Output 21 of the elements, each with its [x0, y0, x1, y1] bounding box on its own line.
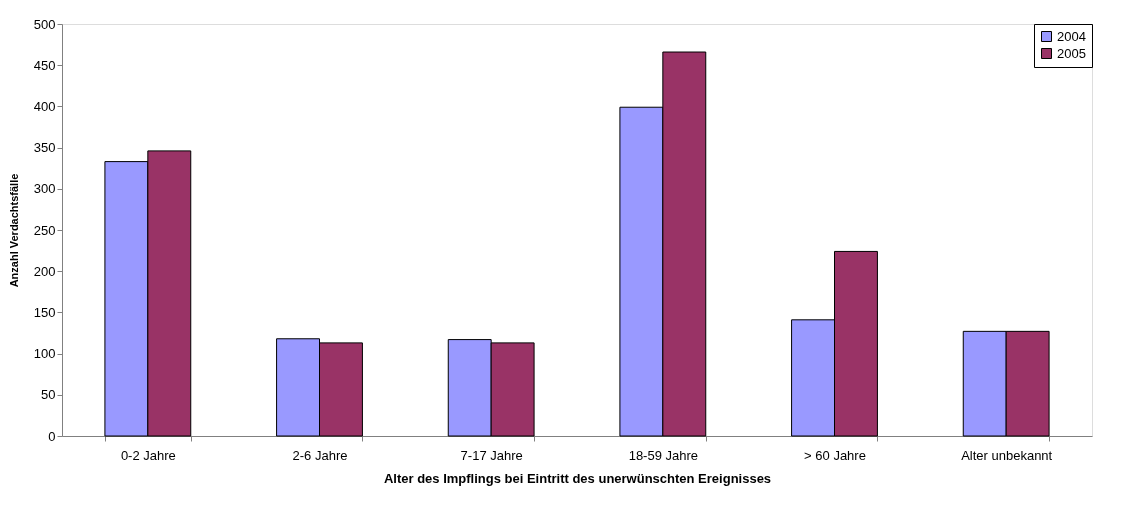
x-tick-label: 7-17 Jahre — [460, 447, 523, 463]
x-axis-title: Alter des Impflings bei Eintritt des unerwünschten Ereignisses — [383, 470, 772, 486]
y-tick-label: 150 — [33, 304, 56, 320]
y-tick-label: 500 — [33, 16, 56, 32]
y-tick-label: 400 — [33, 98, 56, 114]
x-tick-label: 18-59 Jahre — [628, 447, 699, 463]
x-tick-label: 0-2 Jahre — [120, 447, 176, 463]
y-tick-label: 300 — [33, 181, 56, 197]
y-tick-label: 200 — [33, 263, 56, 279]
y-tick-label: 350 — [33, 140, 56, 156]
y-tick-label: 50 — [41, 387, 56, 403]
y-tick-label: 450 — [33, 57, 56, 73]
legend-label: 2004 — [1057, 28, 1086, 44]
y-axis-title: Anzahl Verdachtsfälle — [7, 173, 20, 288]
y-tick-label: 0 — [48, 428, 56, 444]
y-tick-label: 100 — [33, 346, 56, 362]
y-tick-label: 250 — [33, 222, 56, 238]
legend-label: 2005 — [1057, 45, 1086, 61]
x-tick-label: > 60 Jahre — [804, 447, 866, 463]
x-tick-label: Alter unbekannt — [961, 447, 1053, 463]
x-tick-label: 2-6 Jahre — [292, 447, 348, 463]
